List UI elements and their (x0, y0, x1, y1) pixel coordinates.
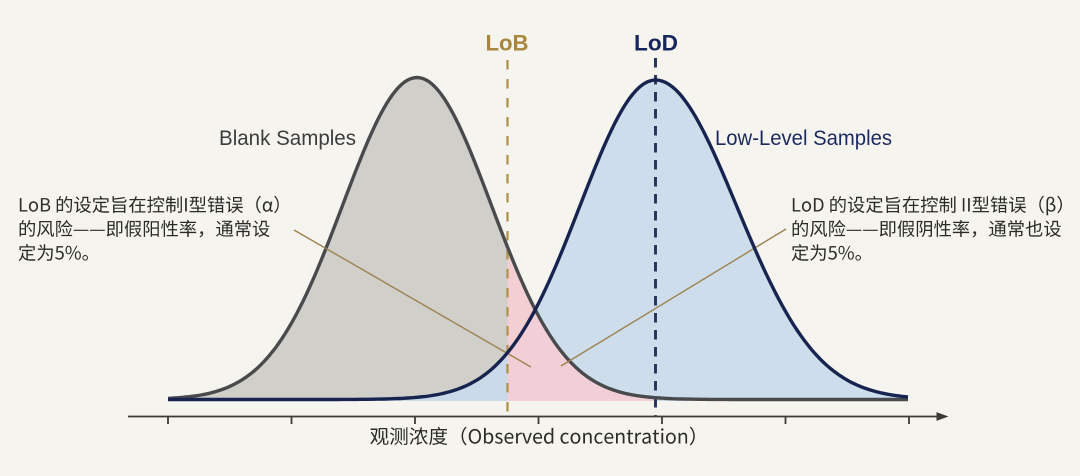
svg-text:Blank Samples: Blank Samples (219, 127, 356, 150)
svg-text:LoD: LoD (634, 31, 678, 56)
svg-text:Low-Level Samples: Low-Level Samples (715, 127, 892, 150)
svg-text:LoB: LoB (486, 31, 529, 56)
